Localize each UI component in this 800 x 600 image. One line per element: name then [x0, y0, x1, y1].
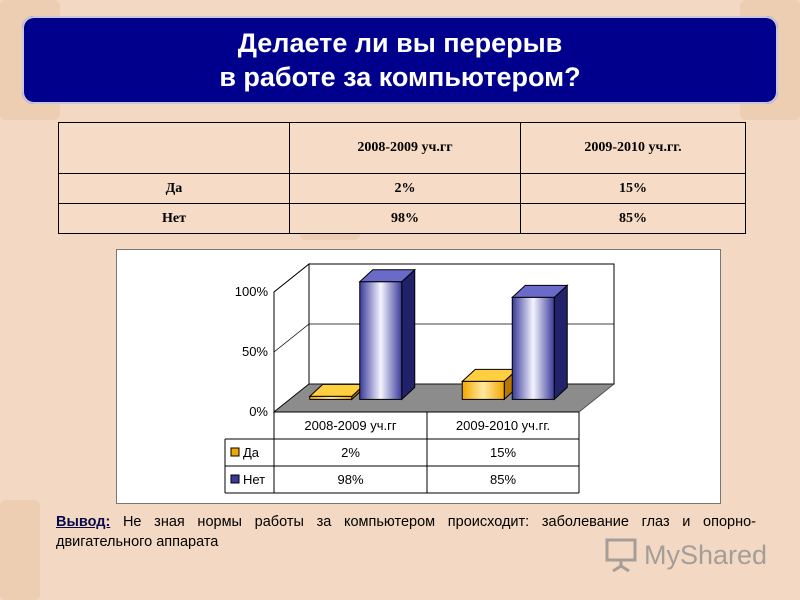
bar-Нет-0 [359, 281, 403, 400]
presentation-icon [605, 538, 637, 573]
y-tick-label: 100% [235, 284, 269, 299]
category-label: 2009-2010 уч.гг. [456, 418, 550, 433]
watermark: MyShared [604, 536, 767, 574]
table-cell: 85% [520, 203, 746, 234]
legend-label: Да [243, 445, 260, 460]
summary-table: 2008-2009 уч.гг 2009-2010 уч.гг. Да 2% 1… [58, 122, 746, 234]
table-header-cell [58, 122, 290, 174]
bar-side-Нет-0 [401, 268, 416, 401]
table-cell: 15% [520, 173, 746, 204]
bar-Да-0 [309, 395, 353, 400]
chart-frame: 0% 50% 100% 2008-2009 уч.гг 2009-2010 уч.гг… [116, 249, 721, 504]
watermark-text: MyShared [644, 539, 768, 570]
data-label: 85% [490, 472, 516, 487]
category-label: 2008-2009 уч.гг [304, 418, 396, 433]
conclusion-text: Вывод: Не зная нормы работы за компьютер… [56, 512, 756, 552]
bar-Да-1 [461, 380, 505, 400]
bar-Нет-1 [511, 296, 555, 400]
title-line-2: в работе за компьютером? [219, 62, 581, 92]
table-row-label: Да [58, 173, 290, 204]
conclusion-body: Не зная нормы работы за компьютером прои… [56, 514, 756, 550]
gridline-side [273, 323, 310, 353]
bar-chart-3d: 0% 50% 100% 2008-2009 уч.гг 2009-2010 уч.гг… [224, 262, 616, 494]
y-tick-label: 0% [249, 404, 268, 419]
legend-swatch-Да [230, 447, 240, 457]
table-cell: 2% [289, 173, 521, 204]
table-row: Да 2% 15% [58, 173, 746, 204]
title-banner: Делаете ли вы перерыв в работе за компью… [22, 16, 778, 104]
table-header-cell: 2009-2010 уч.гг. [520, 122, 746, 174]
y-tick-label: 50% [242, 344, 268, 359]
table-cell: 98% [289, 203, 521, 234]
bar-side-Нет-1 [553, 284, 568, 401]
background-decoration [0, 500, 40, 600]
table-header-cell: 2008-2009 уч.гг [289, 122, 521, 174]
gridline-side [273, 263, 310, 293]
data-label: 98% [337, 472, 363, 487]
legend-swatch-Нет [230, 474, 240, 484]
table-header-row: 2008-2009 уч.гг 2009-2010 уч.гг. [58, 122, 746, 174]
gridline-side [273, 383, 310, 413]
table-row: Нет 98% 85% [58, 203, 746, 234]
table-row-label: Нет [58, 203, 290, 234]
data-label: 2% [341, 445, 360, 460]
title-line-1: Делаете ли вы перерыв [237, 28, 563, 58]
conclusion-label: Вывод: [56, 514, 111, 530]
data-label: 15% [490, 445, 516, 460]
legend-label: Нет [243, 472, 265, 487]
